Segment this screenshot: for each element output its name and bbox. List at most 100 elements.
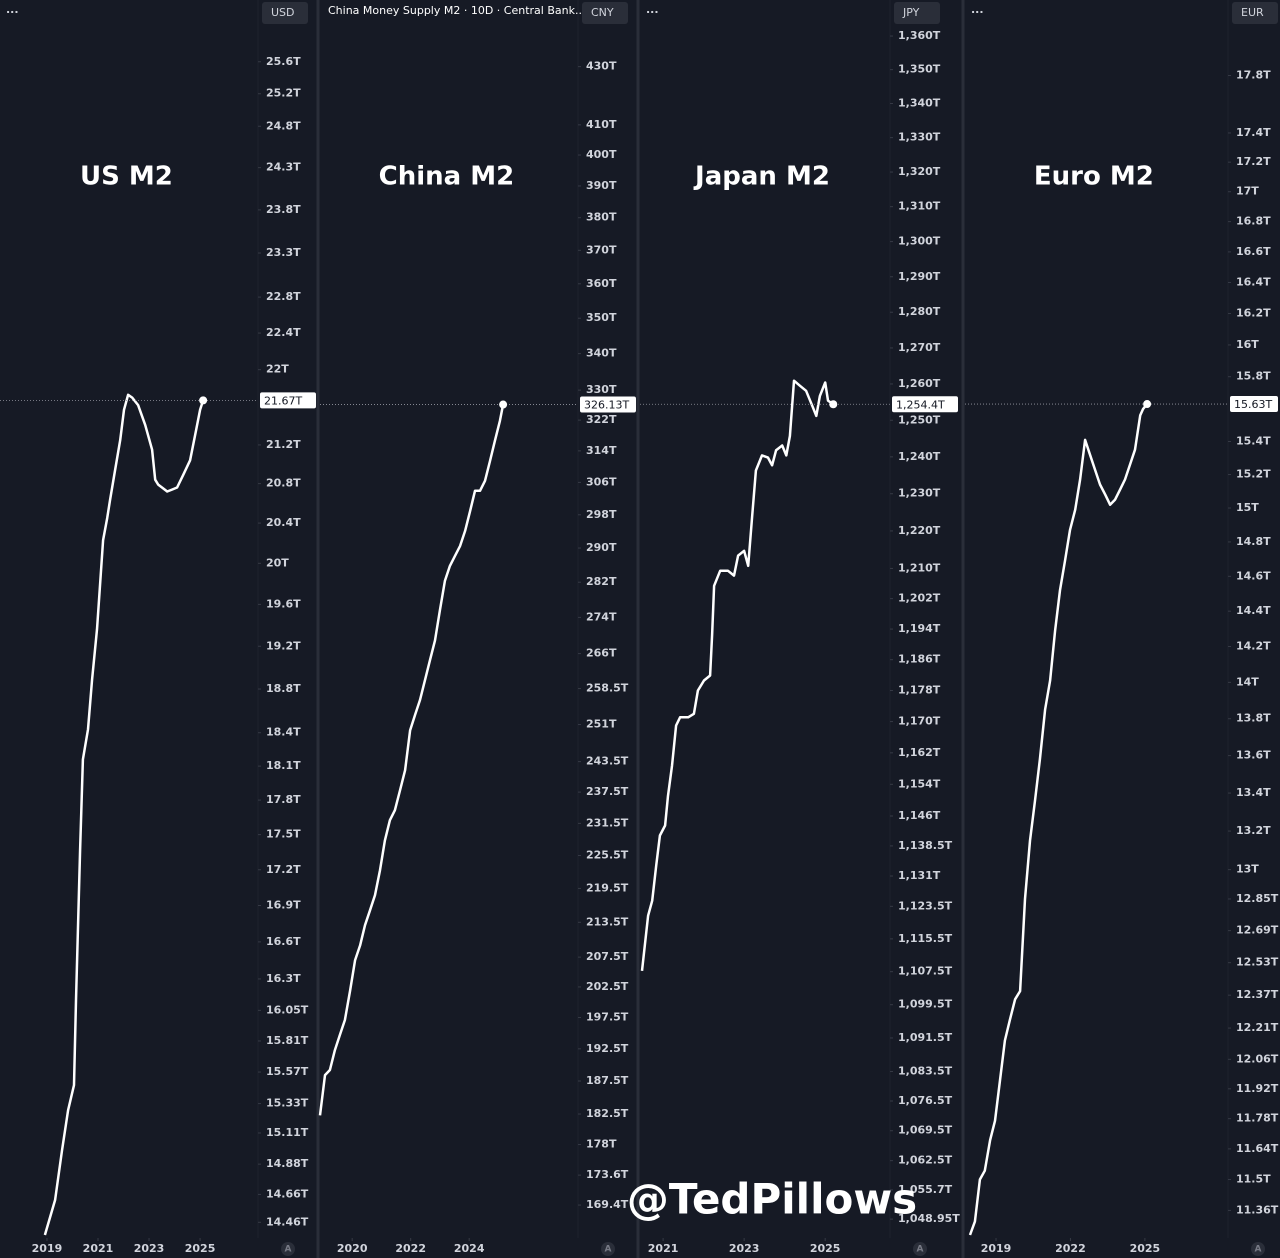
y-tick-label: 1,360T [898,29,941,42]
y-tick-label: 1,300T [898,235,941,248]
y-tick-label: 24.3T [266,161,301,174]
last-label-box [580,396,636,413]
y-tick-label: 16.3T [266,972,301,985]
currency-box [262,2,308,24]
y-tick-label: 298T [586,508,617,521]
y-tick-label: 17.8T [1236,69,1271,82]
last-label: 1,254.4T [896,398,945,411]
y-tick-label: 18.4T [266,726,301,739]
autoscale-button[interactable]: A [285,1245,292,1255]
y-tick-label: 12.21T [1236,1021,1279,1034]
y-tick-label: 17.2T [266,863,301,876]
y-tick-label: 225.5T [586,848,629,861]
y-tick-label: 243.5T [586,755,629,768]
x-tick-label: 2022 [395,1242,426,1255]
y-tick-label: 17.4T [1236,126,1271,139]
x-tick-label: 2021 [648,1242,679,1255]
y-tick-label: 11.78T [1236,1112,1279,1125]
y-tick-label: 15.4T [1236,435,1271,448]
x-tick-label: 2023 [729,1242,760,1255]
y-tick-label: 1,250T [898,413,941,426]
y-tick-label: 173.6T [586,1168,629,1181]
y-tick-label: 1,270T [898,341,941,354]
y-tick-label: 1,240T [898,450,941,463]
y-tick-label: 390T [586,179,617,192]
y-tick-label: 1,186T [898,653,941,666]
y-tick-label: 187.5T [586,1074,629,1087]
last-label-box [892,396,958,413]
last-label-box [260,392,316,409]
y-tick-label: 25.6T [266,55,301,68]
y-tick-label: 1,310T [898,200,941,213]
y-tick-label: 20.4T [266,516,301,529]
y-tick-label: 1,320T [898,165,941,178]
y-tick-label: 1,146T [898,809,941,822]
y-tick-label: 22T [266,363,289,376]
y-tick-label: 1,230T [898,487,941,500]
autoscale-button[interactable]: A [605,1245,612,1255]
y-tick-label: 314T [586,444,617,457]
y-tick-label: 15.33T [266,1097,309,1110]
y-tick-label: 16.9T [266,899,301,912]
y-tick-label: 16.05T [266,1003,309,1016]
y-tick-label: 1,062.5T [898,1154,953,1167]
y-tick-label: 350T [586,311,617,324]
y-tick-label: 14.8T [1236,535,1271,548]
data-line [640,379,835,972]
panel-menu: ... [6,3,19,16]
y-tick-label: 15.81T [266,1034,309,1047]
y-tick-label: 14T [1236,675,1259,688]
y-tick-label: 13.8T [1236,712,1271,725]
y-tick-label: 15.11T [266,1126,309,1139]
last-point [199,396,208,405]
y-tick-label: 14.6T [1236,569,1271,582]
panel-title: Japan M2 [693,162,830,192]
y-tick-label: 1,115.5T [898,932,953,945]
x-tick-label: 2025 [185,1242,216,1255]
autoscale-button[interactable]: A [917,1245,924,1255]
last-point [499,400,508,409]
y-tick-label: 13.6T [1236,749,1271,762]
x-axis-band [640,1238,960,1258]
autoscale-button-bg [1251,1242,1265,1256]
y-tick-label: 266T [586,647,617,660]
y-tick-label: 1,131T [898,869,941,882]
y-tick-label: 16.2T [1236,307,1271,320]
y-tick-label: 182.5T [586,1107,629,1120]
x-tick-label: 2025 [810,1242,841,1255]
x-axis-band [320,1238,638,1258]
panel-header: China Money Supply M2 · 10D · Central Ba… [328,4,585,17]
y-tick-label: 14.46T [266,1215,309,1228]
panel-menu: ... [646,3,659,16]
y-tick-label: 15.8T [1236,370,1271,383]
y-tick-label: 13T [1236,863,1259,876]
x-axis-band [965,1238,1280,1258]
y-tick-label: 16.6T [266,935,301,948]
y-tick-label: 12.69T [1236,924,1279,937]
y-tick-label: 17.8T [266,793,301,806]
y-tick-label: 340T [586,347,617,360]
y-tick-label: 1,290T [898,270,941,283]
last-label: 15.63T [1234,398,1272,411]
y-tick-label: 11.5T [1236,1172,1271,1185]
currency: JPY [902,6,920,19]
y-tick-label: 380T [586,211,617,224]
y-tick-label: 1,350T [898,63,941,76]
y-tick-label: 360T [586,277,617,290]
y-tick-label: 322T [586,413,617,426]
panel-title: Euro M2 [1034,162,1154,192]
x-tick-label: 2020 [337,1242,368,1255]
y-tick-label: 1,194T [898,622,941,635]
autoscale-button[interactable]: A [1255,1245,1262,1255]
currency-box [894,2,940,24]
y-tick-label: 17.2T [1236,155,1271,168]
y-tick-label: 169.4T [586,1198,629,1211]
y-tick-label: 1,154T [898,777,941,790]
y-tick-label: 14.66T [266,1187,309,1200]
last-label: 21.67T [264,394,302,407]
data-line [318,404,505,1116]
y-tick-label: 410T [586,118,617,131]
y-tick-label: 197.5T [586,1010,629,1023]
last-label: 326.13T [584,399,629,412]
y-tick-label: 15.2T [1236,468,1271,481]
